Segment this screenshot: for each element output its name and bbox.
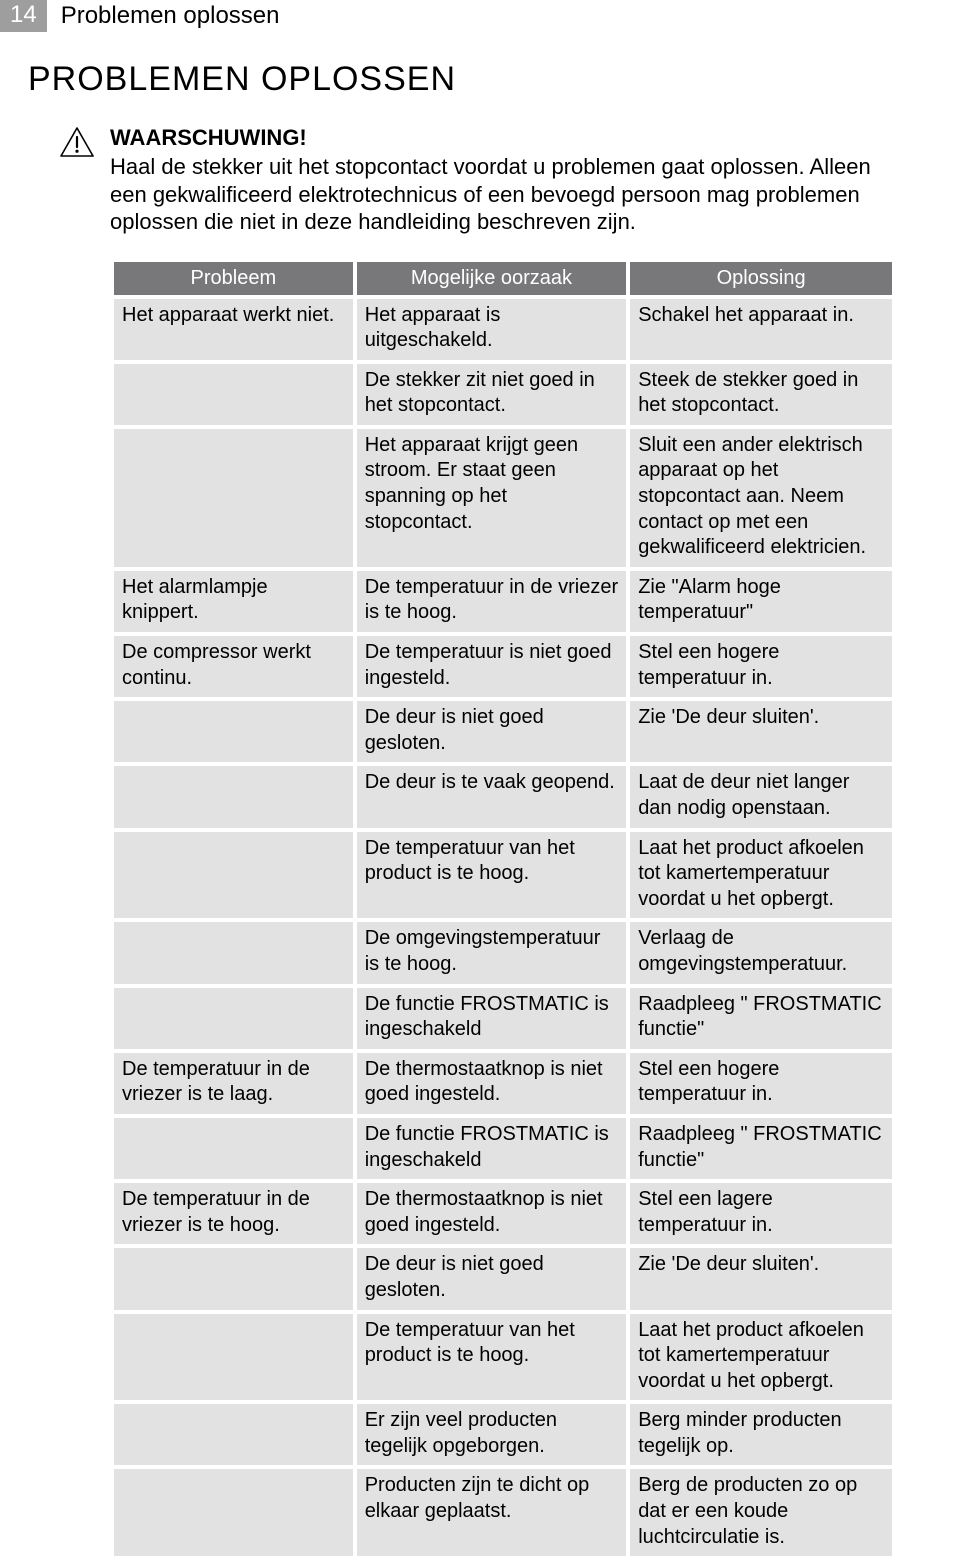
cell: Zie 'De deur sluiten'. bbox=[630, 1248, 892, 1309]
table-row: De functie FROSTMATIC is ingeschakeldRaa… bbox=[114, 1118, 892, 1179]
cell: De thermostaatknop is niet goed ingestel… bbox=[357, 1183, 627, 1244]
table-row: Er zijn veel producten tegelijk opgeborg… bbox=[114, 1404, 892, 1465]
cell: De omgevingstemperatuur is te hoog. bbox=[357, 922, 627, 983]
table-row: De functie FROSTMATIC is ingeschakeldRaa… bbox=[114, 988, 892, 1049]
cell bbox=[114, 1314, 353, 1401]
cell bbox=[114, 1404, 353, 1465]
cell: De functie FROSTMATIC is ingeschakeld bbox=[357, 988, 627, 1049]
warning-heading: WAARSCHUWING! bbox=[110, 125, 896, 151]
cell: De temperatuur in de vriezer is te hoog. bbox=[114, 1183, 353, 1244]
cell: Het apparaat is uitgeschakeld. bbox=[357, 299, 627, 360]
cell: De temperatuur van het product is te hoo… bbox=[357, 1314, 627, 1401]
cell: De stekker zit niet goed in het stopcont… bbox=[357, 364, 627, 425]
section-title: PROBLEMEN OPLOSSEN bbox=[28, 60, 960, 99]
table-row: De temperatuur van het product is te hoo… bbox=[114, 1314, 892, 1401]
header-section-title: Problemen oplossen bbox=[61, 2, 280, 30]
table-row: Het apparaat krijgt geen stroom. Er staa… bbox=[114, 429, 892, 567]
table-row: De compressor werkt continu.De temperatu… bbox=[114, 636, 892, 697]
cell: De functie FROSTMATIC is ingeschakeld bbox=[357, 1118, 627, 1179]
table-row: De stekker zit niet goed in het stopcont… bbox=[114, 364, 892, 425]
cell bbox=[114, 701, 353, 762]
cell: Stel een hogere temperatuur in. bbox=[630, 1053, 892, 1114]
cell: Berg de producten zo op dat er een koude… bbox=[630, 1469, 892, 1556]
warning-block: WAARSCHUWING! Haal de stekker uit het st… bbox=[110, 125, 896, 236]
cell: Stel een hogere temperatuur in. bbox=[630, 636, 892, 697]
cell: De deur is te vaak geopend. bbox=[357, 766, 627, 827]
cell bbox=[114, 429, 353, 567]
table-row: Het alarmlampje knippert.De temperatuur … bbox=[114, 571, 892, 632]
cell: Laat het product afkoelen tot kamertempe… bbox=[630, 832, 892, 919]
table-row: De temperatuur in de vriezer is te hoog.… bbox=[114, 1183, 892, 1244]
cell: Raadpleeg " FROSTMATIC functie" bbox=[630, 1118, 892, 1179]
cell: Het apparaat krijgt geen stroom. Er staa… bbox=[357, 429, 627, 567]
col-header-solution: Oplossing bbox=[630, 262, 892, 295]
table-row: Het apparaat werkt niet.Het apparaat is … bbox=[114, 299, 892, 360]
troubleshoot-table: Probleem Mogelijke oorzaak Oplossing Het… bbox=[110, 258, 896, 1560]
cell: Zie "Alarm hoge temperatuur" bbox=[630, 571, 892, 632]
content-area: WAARSCHUWING! Haal de stekker uit het st… bbox=[110, 125, 896, 1560]
cell: Stel een lagere temperatuur in. bbox=[630, 1183, 892, 1244]
cell: De thermostaatknop is niet goed ingestel… bbox=[357, 1053, 627, 1114]
table-row: De temperatuur van het product is te hoo… bbox=[114, 832, 892, 919]
cell: Raadpleeg " FROSTMATIC functie" bbox=[630, 988, 892, 1049]
cell: Sluit een ander elektrisch apparaat op h… bbox=[630, 429, 892, 567]
cell: De temperatuur van het product is te hoo… bbox=[357, 832, 627, 919]
cell: Berg minder producten tegelijk op. bbox=[630, 1404, 892, 1465]
col-header-problem: Probleem bbox=[114, 262, 353, 295]
cell bbox=[114, 364, 353, 425]
cell: Zie 'De deur sluiten'. bbox=[630, 701, 892, 762]
cell: Steek de stekker goed in het stopcontact… bbox=[630, 364, 892, 425]
cell: Producten zijn te dicht op elkaar geplaa… bbox=[357, 1469, 627, 1556]
cell: Verlaag de omgevingstemperatuur. bbox=[630, 922, 892, 983]
cell: De deur is niet goed gesloten. bbox=[357, 1248, 627, 1309]
table-row: De deur is niet goed gesloten.Zie 'De de… bbox=[114, 1248, 892, 1309]
warning-body: Haal de stekker uit het stopcontact voor… bbox=[110, 153, 896, 236]
cell bbox=[114, 832, 353, 919]
cell: Het alarmlampje knippert. bbox=[114, 571, 353, 632]
cell: De temperatuur is niet goed ingesteld. bbox=[357, 636, 627, 697]
cell: De deur is niet goed gesloten. bbox=[357, 701, 627, 762]
cell bbox=[114, 922, 353, 983]
cell bbox=[114, 1469, 353, 1556]
table-row: De omgevingstemperatuur is te hoog.Verla… bbox=[114, 922, 892, 983]
cell: Laat de deur niet langer dan nodig opens… bbox=[630, 766, 892, 827]
cell: De temperatuur in de vriezer is te laag. bbox=[114, 1053, 353, 1114]
warning-icon bbox=[60, 127, 94, 162]
cell: Schakel het apparaat in. bbox=[630, 299, 892, 360]
table-row: De deur is niet goed gesloten.Zie 'De de… bbox=[114, 701, 892, 762]
cell bbox=[114, 766, 353, 827]
page: 14 Problemen oplossen PROBLEMEN OPLOSSEN… bbox=[0, 0, 960, 1560]
cell: Laat het product afkoelen tot kamertempe… bbox=[630, 1314, 892, 1401]
col-header-cause: Mogelijke oorzaak bbox=[357, 262, 627, 295]
cell bbox=[114, 988, 353, 1049]
cell bbox=[114, 1118, 353, 1179]
cell: De compressor werkt continu. bbox=[114, 636, 353, 697]
cell: Het apparaat werkt niet. bbox=[114, 299, 353, 360]
table-row: De deur is te vaak geopend.Laat de deur … bbox=[114, 766, 892, 827]
table-row: Producten zijn te dicht op elkaar geplaa… bbox=[114, 1469, 892, 1556]
page-number: 14 bbox=[0, 0, 47, 32]
table-row: De temperatuur in de vriezer is te laag.… bbox=[114, 1053, 892, 1114]
cell: De temperatuur in de vriezer is te hoog. bbox=[357, 571, 627, 632]
cell: Er zijn veel producten tegelijk opgeborg… bbox=[357, 1404, 627, 1465]
page-header: 14 Problemen oplossen bbox=[0, 0, 960, 32]
table-body: Het apparaat werkt niet.Het apparaat is … bbox=[114, 299, 892, 1557]
cell bbox=[114, 1248, 353, 1309]
